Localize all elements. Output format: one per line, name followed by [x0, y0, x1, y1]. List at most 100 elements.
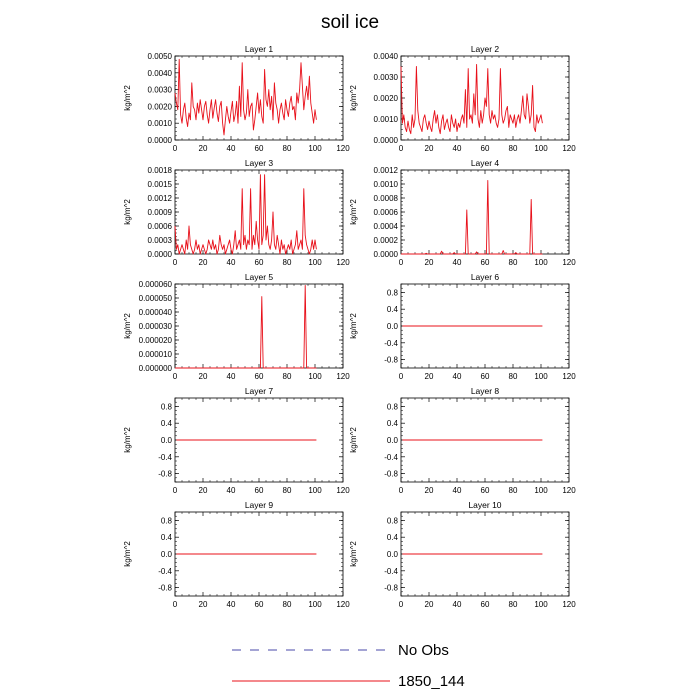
x-tick-label: 0: [173, 372, 178, 381]
panel-title: Layer 9: [245, 500, 274, 510]
panel-layer-8: Layer 8 kg/m^2 0 20 40 60 80 100 120 -0.8 -0.4 0.0 0…: [349, 386, 576, 495]
x-tick-label: 40: [453, 372, 462, 381]
x-tick-label: 60: [255, 372, 264, 381]
y-tick-label: -0.4: [158, 567, 172, 576]
x-tick-label: 40: [227, 486, 236, 495]
y-tick-label: 0.0020: [148, 102, 173, 111]
x-tick-label: 100: [534, 372, 548, 381]
x-tick-label: 100: [534, 144, 548, 153]
y-tick-label: 0.0000: [148, 136, 173, 145]
y-tick-label: -0.4: [384, 453, 398, 462]
x-tick-label: 0: [399, 372, 404, 381]
panel-title: Layer 3: [245, 158, 274, 168]
y-tick-label: -0.8: [158, 584, 172, 593]
y-tick-label: 0.8: [387, 516, 399, 525]
series-line-1850-144: [400, 63, 543, 135]
x-tick-label: 60: [255, 258, 264, 267]
y-tick-label: 0.8: [161, 516, 173, 525]
x-tick-label: 40: [453, 258, 462, 267]
y-axis-label: kg/m^2: [349, 427, 358, 453]
x-tick-label: 40: [227, 600, 236, 609]
panel-layer-2: Layer 2 kg/m^2 0 20 40 60 80 100 120 0.0000 0.0010…: [349, 44, 576, 153]
series-line-1850-144: [401, 180, 543, 255]
panel-layer-10: Layer 10 kg/m^2 0 20 40 60 80 100 120 -0.8 -0.4 0.0…: [349, 500, 576, 609]
x-tick-label: 100: [308, 372, 322, 381]
x-tick-label: 20: [425, 600, 434, 609]
y-tick-label: 0.0006: [148, 222, 173, 231]
x-tick-label: 20: [425, 144, 434, 153]
y-tick-label: 0.000030: [139, 322, 173, 331]
x-tick-label: 80: [509, 258, 518, 267]
series-line-1850-144: [174, 58, 317, 136]
x-tick-label: 40: [453, 486, 462, 495]
y-tick-label: 0.0000: [374, 250, 399, 259]
legend: No Obs 1850_144: [232, 642, 465, 690]
y-tick-label: 0.0000: [374, 136, 399, 145]
plot-frame: [174, 283, 344, 369]
x-tick-label: 100: [308, 600, 322, 609]
y-tick-label: 0.0002: [374, 236, 399, 245]
y-tick-label: -0.8: [384, 356, 398, 365]
y-axis-label: kg/m^2: [349, 85, 358, 111]
x-tick-label: 120: [336, 258, 350, 267]
panel-layer-9: Layer 9 kg/m^2 0 20 40 60 80 100 120 -0.8 -0.4 0.0 0…: [123, 500, 350, 609]
x-tick-label: 20: [425, 486, 434, 495]
x-tick-label: 0: [173, 144, 178, 153]
y-tick-label: 0.4: [387, 419, 399, 428]
x-tick-label: 80: [509, 372, 518, 381]
y-tick-label: 0.4: [161, 533, 173, 542]
y-tick-label: 0.8: [387, 288, 399, 297]
y-tick-label: 0.8: [387, 402, 399, 411]
y-axis-label: kg/m^2: [349, 541, 358, 567]
x-tick-label: 60: [255, 144, 264, 153]
y-tick-label: 0.0004: [374, 222, 399, 231]
x-tick-label: 80: [509, 600, 518, 609]
x-tick-label: 60: [481, 600, 490, 609]
x-tick-label: 0: [173, 486, 178, 495]
x-tick-label: 20: [199, 258, 208, 267]
y-tick-label: 0.000000: [139, 364, 173, 373]
panel-title: Layer 2: [471, 44, 500, 54]
y-tick-label: 0.0: [161, 550, 173, 559]
x-tick-label: 0: [399, 486, 404, 495]
y-tick-label: 0.0050: [148, 52, 173, 61]
panel-title: Layer 8: [471, 386, 500, 396]
x-tick-label: 100: [308, 486, 322, 495]
y-axis-label: kg/m^2: [123, 427, 132, 453]
x-tick-label: 0: [173, 600, 178, 609]
y-tick-label: 0.000040: [139, 308, 173, 317]
y-tick-label: -0.4: [384, 339, 398, 348]
series-line-1850-144: [174, 174, 317, 255]
y-tick-label: 0.000020: [139, 336, 173, 345]
x-tick-label: 40: [453, 144, 462, 153]
x-tick-label: 40: [453, 600, 462, 609]
x-tick-label: 60: [481, 372, 490, 381]
y-tick-label: 0.0030: [374, 73, 399, 82]
y-tick-label: 0.0: [387, 322, 399, 331]
y-tick-label: -0.4: [384, 567, 398, 576]
y-tick-label: 0.0: [161, 436, 173, 445]
y-tick-label: 0.4: [161, 419, 173, 428]
x-tick-label: 20: [199, 600, 208, 609]
y-tick-label: 0.0008: [374, 194, 399, 203]
y-tick-label: -0.8: [384, 470, 398, 479]
y-axis-label: kg/m^2: [123, 85, 132, 111]
panel-title: Layer 7: [245, 386, 274, 396]
x-tick-label: 20: [425, 258, 434, 267]
y-tick-label: 0.0006: [374, 208, 399, 217]
y-tick-label: 0.0040: [148, 69, 173, 78]
panel-title: Layer 6: [471, 272, 500, 282]
x-tick-label: 100: [308, 258, 322, 267]
y-tick-label: 0.0030: [148, 86, 173, 95]
y-tick-label: 0.0000: [148, 250, 173, 259]
y-tick-label: 0.0012: [374, 166, 399, 175]
panel-layer-3: Layer 3 kg/m^2 0 20 40 60 80 100 120 0.0000 0.0003…: [123, 158, 350, 267]
y-tick-label: 0.0010: [374, 115, 399, 124]
y-tick-label: 0.0018: [148, 166, 173, 175]
y-tick-label: 0.0010: [374, 180, 399, 189]
panel-title: Layer 4: [471, 158, 500, 168]
y-tick-label: 0.4: [387, 305, 399, 314]
x-tick-label: 40: [227, 372, 236, 381]
x-tick-label: 80: [283, 486, 292, 495]
x-tick-label: 0: [173, 258, 178, 267]
